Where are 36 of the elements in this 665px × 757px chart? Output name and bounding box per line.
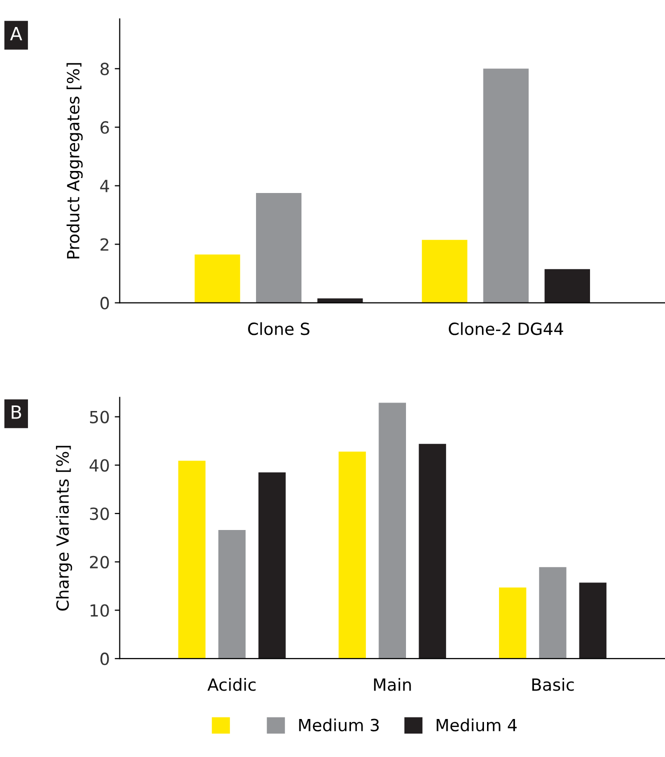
y-tick-label: 2 (100, 238, 108, 251)
y-tick-label: 20 (90, 556, 109, 568)
y-tick-label: 50 (90, 410, 109, 424)
y-tick-label: 4 (100, 180, 110, 192)
bar (378, 402, 406, 659)
bar (539, 567, 566, 659)
text: B (12, 406, 22, 419)
y-tick-label: 40 (90, 459, 109, 472)
bar (178, 460, 206, 659)
bar (499, 587, 526, 659)
y-tick-label: 6 (100, 121, 109, 134)
y-tick-label: 0 (100, 652, 109, 666)
bar (218, 530, 246, 659)
legend-label: Medium 3 (299, 718, 379, 732)
bar (194, 254, 240, 303)
text: A (10, 27, 22, 40)
y-tick-label: 30 (90, 507, 109, 520)
x-tick-label: Clone-2 DG44 (448, 322, 564, 336)
y-tick-label: 0 (100, 296, 109, 310)
bar (422, 240, 468, 303)
x-tick-label: Main (374, 678, 411, 691)
y-axis-title: Product Aggregates [%] (66, 63, 83, 258)
legend-label: Medium 4 (436, 718, 517, 732)
bar (544, 269, 590, 303)
y-axis-title: Charge Variants [%] (56, 446, 72, 611)
bar (338, 452, 366, 659)
bar (418, 444, 446, 659)
x-tick-label: Basic (532, 678, 574, 691)
bar (483, 68, 529, 303)
bar (258, 472, 286, 659)
y-tick-label: 8 (100, 62, 109, 76)
x-tick-label: Acidic (207, 678, 256, 691)
bar (256, 193, 302, 303)
bar (579, 582, 606, 659)
x-tick-label: Clone S (248, 322, 310, 336)
y-tick-label: 10 (90, 604, 109, 617)
